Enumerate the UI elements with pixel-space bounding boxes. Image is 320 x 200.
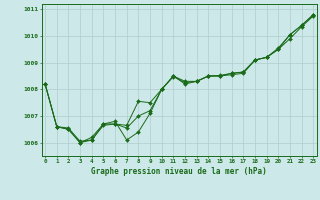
X-axis label: Graphe pression niveau de la mer (hPa): Graphe pression niveau de la mer (hPa) [91,167,267,176]
